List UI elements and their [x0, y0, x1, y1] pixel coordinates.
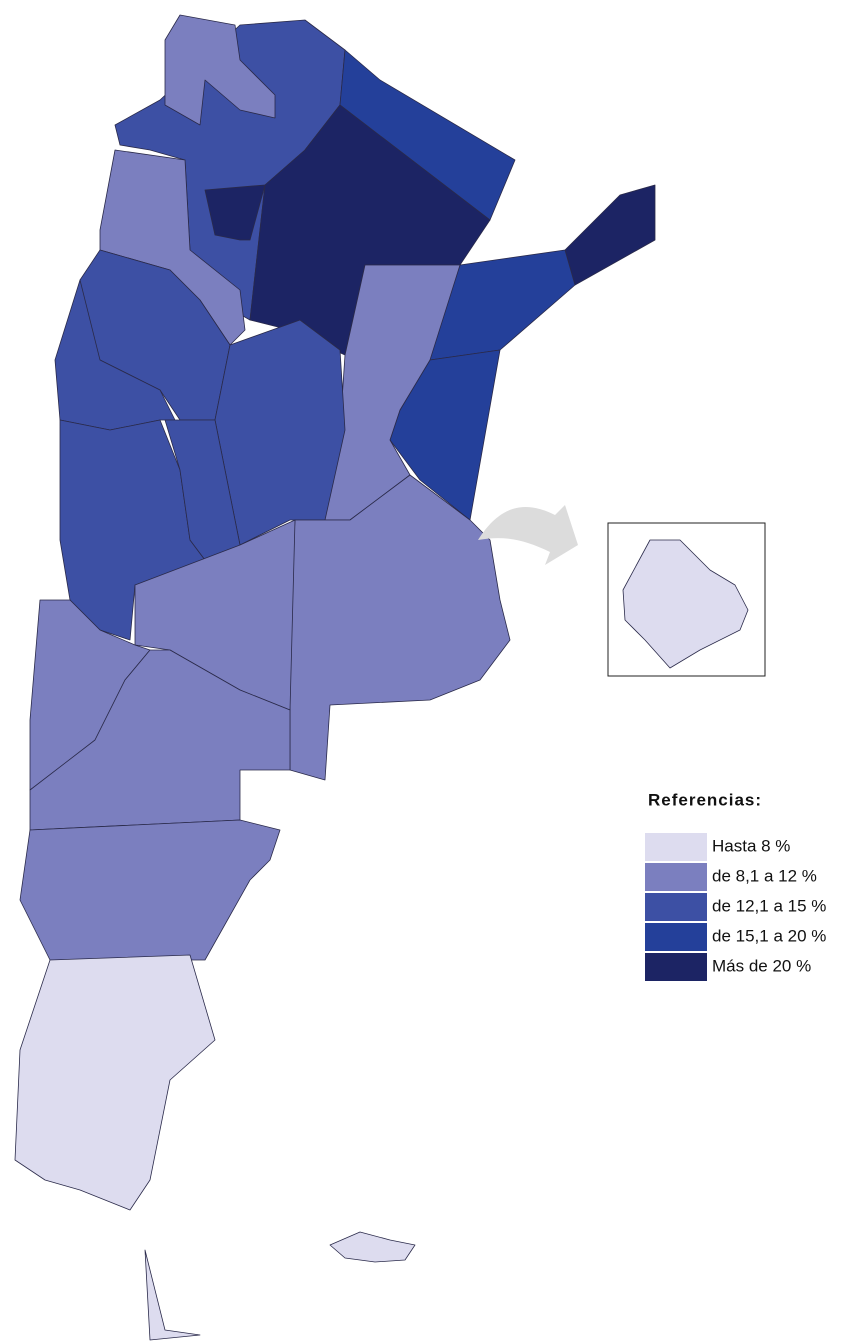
- province: [289, 474, 511, 781]
- legend: Hasta 8 % de 8,1 a 12 % de 12,1 a 15 % de 1…: [645, 833, 826, 981]
- province: [19, 819, 281, 961]
- legend-swatch: [645, 923, 707, 951]
- legend-swatch: [645, 953, 707, 981]
- province: [214, 319, 346, 546]
- province: [14, 954, 216, 1211]
- provinces: [14, 14, 656, 1341]
- province: [204, 184, 266, 241]
- legend-label: de 12,1 a 15 %: [712, 896, 826, 915]
- legend-label: Hasta 8 %: [712, 836, 790, 855]
- inset-city: [622, 539, 749, 669]
- province: [144, 1249, 201, 1341]
- legend-label: de 15,1 a 20 %: [712, 926, 826, 945]
- province: [164, 14, 276, 126]
- legend-label: de 8,1 a 12 %: [712, 866, 817, 885]
- legend-swatch: [645, 863, 707, 891]
- province: [564, 184, 656, 286]
- legend-swatch: [645, 833, 707, 861]
- legend-swatch: [645, 893, 707, 921]
- legend-label: Más de 20 %: [712, 956, 811, 975]
- islands: [329, 1231, 416, 1263]
- legend-title: Referencias:: [648, 790, 762, 809]
- arrow: [478, 505, 578, 565]
